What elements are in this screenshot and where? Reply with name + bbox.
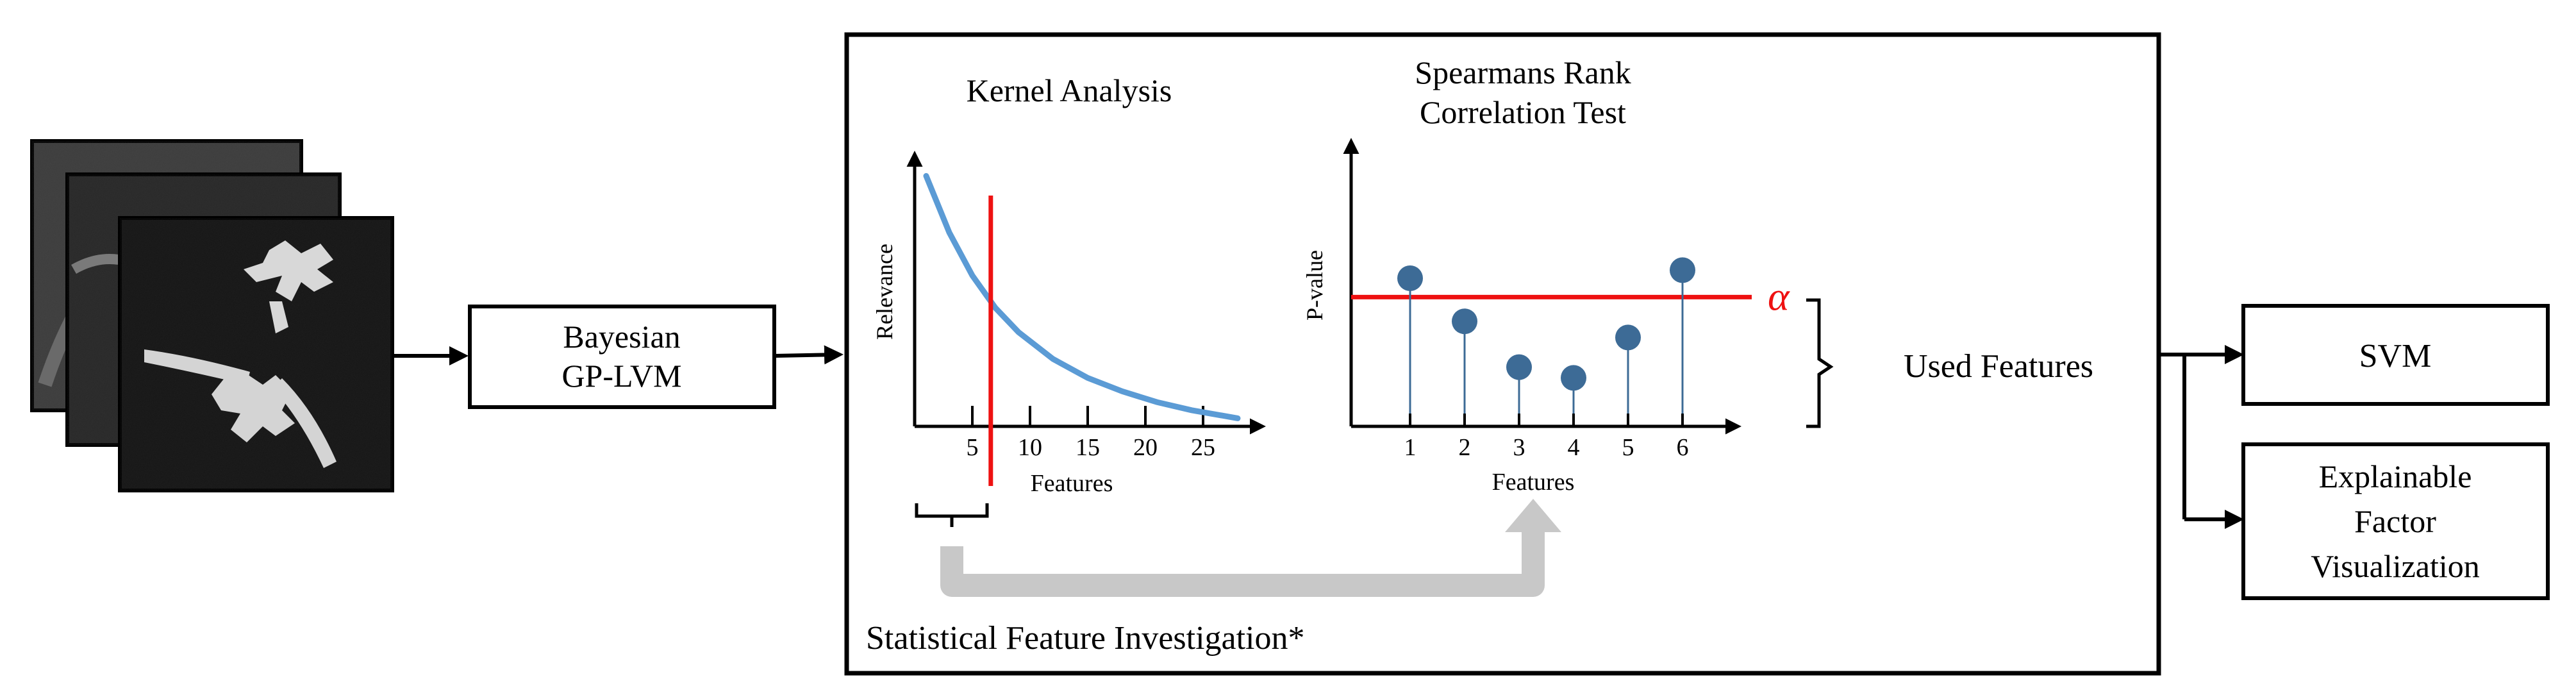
spearman-point: [1561, 365, 1586, 391]
explainable-label-line1: Explainable: [2319, 458, 2472, 494]
investigation-label: Statistical Feature Investigation*: [866, 620, 1305, 657]
gplvm-block: Bayesian GP-LVM: [468, 305, 776, 409]
gplvm-label-line1: Bayesian: [563, 319, 680, 355]
gplvm-box: [468, 305, 776, 409]
svm-block: SVM: [2241, 304, 2550, 406]
kernel-tick-label: 15: [1076, 434, 1100, 461]
used-features-brace: [1806, 298, 1834, 428]
spearman-tick-label: 6: [1677, 434, 1689, 461]
particle-shape-lower: [144, 349, 337, 468]
kernel-tick-label: 10: [1018, 434, 1042, 461]
kernel-relevance-curve: [923, 172, 1241, 421]
spearman-tick-label: 1: [1404, 434, 1417, 461]
spearman-point: [1670, 257, 1695, 283]
explainable-label-line3: Visualization: [2311, 548, 2480, 584]
spearman-tick-label: 3: [1513, 434, 1525, 461]
gplvm-label-line2: GP-LVM: [561, 358, 681, 394]
kernel-title: Kernel Analysis: [967, 72, 1172, 108]
explainable-box: [2241, 442, 2550, 600]
kernel-ticks: 5 10 15 20 25: [967, 406, 1215, 461]
spearman-chart: Spearmans Rank Correlation Test P-value …: [1302, 54, 1790, 496]
kernel-tick-label: 5: [967, 434, 979, 461]
spearman-title-line1: Spearmans Rank: [1415, 54, 1631, 90]
arrow-gplvm-to-investigation: [774, 345, 843, 365]
spearman-point: [1615, 324, 1641, 351]
svm-label: SVM: [2359, 338, 2432, 374]
kernel-tick-label: 20: [1133, 434, 1158, 461]
spearman-xlabel: Features: [1492, 469, 1575, 496]
spearman-title-line2: Correlation Test: [1420, 94, 1626, 130]
spearman-tick-label: 4: [1568, 434, 1580, 461]
explainable-block: Explainable Factor Visualization: [2241, 442, 2550, 600]
feature-flow-arrow: [940, 527, 1545, 597]
alpha-symbol: α: [1768, 273, 1790, 319]
input-image-stack: [30, 139, 394, 492]
spearman-point: [1397, 265, 1423, 291]
kernel-tick-label: 25: [1191, 434, 1215, 461]
particle-shape-upper: [244, 240, 333, 333]
output-arrows: [2159, 345, 2244, 529]
spearman-marks: 1 2 3 4 5 6: [1397, 257, 1695, 461]
explainable-label-line2: Factor: [2354, 503, 2436, 539]
spearman-point: [1452, 308, 1477, 335]
svm-box: [2241, 304, 2550, 406]
feature-flow-arrowhead: [1505, 499, 1561, 532]
kernel-ylabel: Relevance: [872, 244, 897, 340]
used-features-label: Used Features: [1904, 348, 2093, 385]
spearman-tick-label: 2: [1459, 434, 1471, 461]
spearman-ylabel: P-value: [1302, 250, 1327, 321]
investigation-block: Kernel Analysis Relevance 5 10 15 20 25 Feat…: [844, 32, 2161, 676]
spearman-point: [1506, 354, 1532, 380]
kernel-analysis-chart: Kernel Analysis Relevance 5 10 15 20 25 Feat…: [872, 72, 1266, 527]
spearman-tick-label: 5: [1622, 434, 1634, 461]
kernel-xlabel: Features: [1031, 470, 1113, 497]
selected-features-brace: [915, 503, 989, 527]
